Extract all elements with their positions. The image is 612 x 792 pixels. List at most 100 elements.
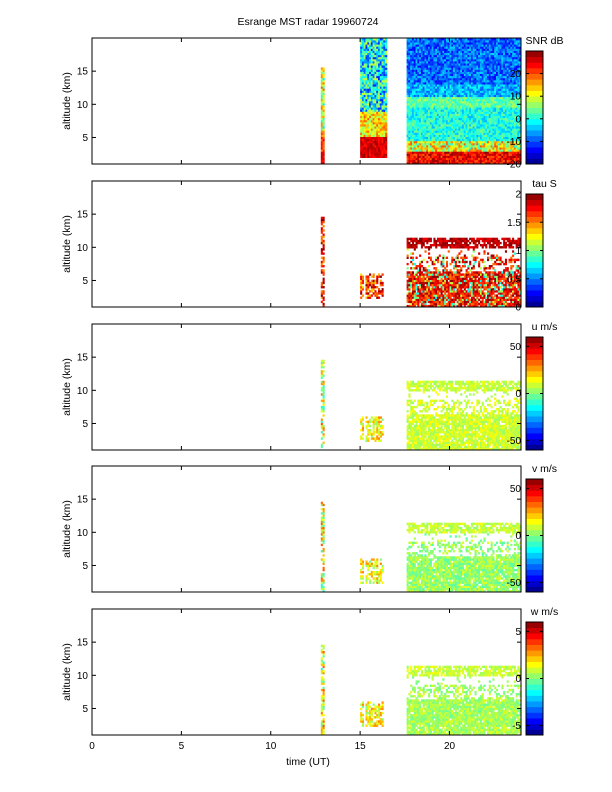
heatmap-cell	[495, 84, 499, 87]
heatmap-cell	[465, 50, 468, 53]
heatmap-cell	[462, 92, 465, 95]
heatmap-cell	[360, 54, 363, 58]
heatmap-cell	[435, 80, 438, 83]
heatmap-cell	[369, 136, 372, 140]
heatmap-cell	[490, 54, 493, 58]
heatmap-cell	[428, 117, 431, 121]
heatmap-cell	[406, 157, 409, 161]
heatmap-cell	[424, 136, 427, 140]
heatmap-cell	[379, 140, 382, 144]
heatmap-cell	[508, 109, 511, 112]
heatmap-cell	[438, 155, 441, 158]
heatmap-cell	[481, 86, 484, 89]
heatmap-cell	[494, 38, 497, 41]
heatmap-cell	[320, 153, 323, 156]
heatmap-cell	[476, 82, 479, 85]
heatmap-cell	[515, 94, 518, 98]
heatmap-cell	[479, 153, 482, 156]
heatmap-cell	[453, 140, 456, 144]
heatmap-cell	[433, 111, 436, 114]
heatmap-cell	[438, 140, 441, 144]
heatmap-cell	[476, 119, 479, 123]
heatmap-cell	[501, 132, 504, 135]
heatmap-cell	[474, 65, 477, 68]
heatmap-cell	[503, 42, 506, 45]
heatmap-cell	[381, 80, 384, 83]
heatmap-cell	[372, 77, 375, 81]
heatmap-cell	[454, 69, 457, 72]
heatmap-cell	[361, 151, 364, 154]
heatmap-cell	[463, 61, 466, 64]
heatmap-cell	[456, 128, 459, 131]
heatmap-cell	[383, 50, 386, 53]
heatmap-cell	[417, 40, 420, 43]
heatmap-cell	[453, 54, 456, 58]
heatmap-cell	[479, 115, 482, 119]
heatmap-cell	[478, 46, 481, 49]
heatmap-cell	[415, 157, 418, 161]
heatmap-cell	[501, 96, 504, 100]
heatmap-cell	[413, 54, 416, 58]
heatmap-cell	[497, 69, 500, 72]
heatmap-cell	[361, 111, 364, 114]
heatmap-cell	[408, 73, 411, 77]
heatmap-cell	[495, 52, 499, 56]
heatmap-cell	[320, 96, 323, 100]
heatmap-cell	[376, 103, 379, 106]
heatmap-cell	[440, 48, 443, 51]
heatmap-cell	[415, 140, 418, 144]
heatmap-cell	[490, 96, 493, 100]
heatmap-cell	[436, 69, 440, 72]
heatmap-cell	[447, 119, 450, 123]
heatmap-cell	[372, 130, 375, 133]
heatmap-cell	[456, 73, 459, 77]
heatmap-cell	[470, 147, 474, 150]
heatmap-cell	[363, 138, 366, 142]
heatmap-cell	[449, 98, 452, 102]
heatmap-cell	[370, 136, 373, 140]
heatmap-cell	[320, 271, 323, 274]
heatmap-cell	[479, 124, 482, 127]
heatmap-cell	[467, 96, 470, 100]
heatmap-cell	[435, 77, 438, 81]
heatmap-cell	[476, 145, 479, 148]
heatmap-cell	[519, 44, 522, 47]
heatmap-cell	[495, 44, 499, 47]
heatmap-cell	[429, 111, 432, 114]
heatmap-cell	[492, 132, 495, 135]
heatmap-cell	[372, 136, 375, 140]
heatmap-cell	[413, 157, 416, 161]
heatmap-cell	[467, 50, 470, 53]
heatmap-cell	[378, 155, 381, 158]
heatmap-cell	[367, 292, 370, 295]
heatmap-cell	[506, 147, 509, 150]
heatmap-cell	[411, 98, 415, 102]
heatmap-cell	[363, 122, 366, 125]
heatmap-cell	[495, 63, 499, 66]
heatmap-cell	[374, 109, 377, 112]
heatmap-cell	[490, 67, 493, 70]
heatmap-cell	[454, 136, 457, 140]
heatmap-cell	[513, 105, 516, 108]
heatmap-cell	[487, 54, 490, 58]
heatmap-cell	[512, 149, 515, 152]
heatmap-cell	[406, 96, 409, 100]
heatmap-cell	[445, 52, 449, 56]
heatmap-cell	[497, 117, 500, 121]
heatmap-cell	[428, 147, 431, 150]
heatmap-cell	[478, 92, 481, 95]
heatmap-cell	[470, 130, 474, 133]
heatmap-cell	[367, 136, 370, 140]
heatmap-cell	[497, 52, 500, 56]
heatmap-cell	[503, 149, 506, 152]
heatmap-cell	[451, 90, 454, 93]
heatmap-cell	[515, 92, 518, 95]
heatmap-cell	[503, 126, 506, 129]
heatmap-cell	[472, 157, 475, 161]
heatmap-cell	[322, 159, 325, 163]
heatmap-cell	[440, 126, 443, 129]
heatmap-cell	[467, 155, 470, 158]
heatmap-cell	[463, 46, 466, 49]
heatmap-cell	[460, 86, 463, 89]
